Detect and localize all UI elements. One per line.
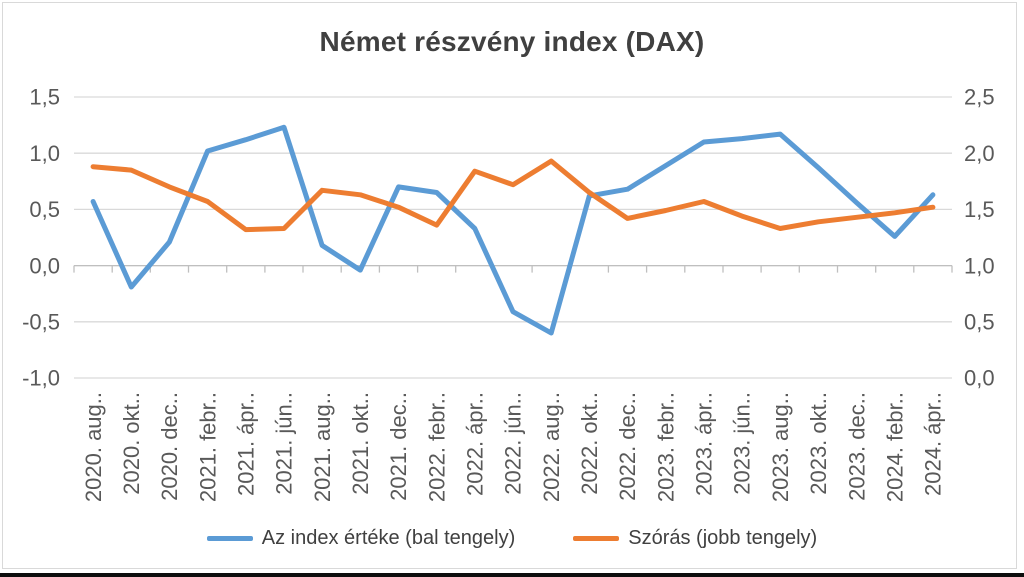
series-line-1 bbox=[90, 158, 936, 233]
right-axis-tick-label: 2,0 bbox=[964, 141, 995, 166]
bottom-screen-edge-bar bbox=[0, 573, 1024, 577]
x-axis-tick-label: 2020. okt.. bbox=[119, 392, 144, 495]
left-axis-tick-label: 0,5 bbox=[29, 197, 60, 222]
x-axis-tick-label: 2023. jún.. bbox=[730, 392, 755, 495]
x-axis-tick-label: 2022. aug.. bbox=[539, 392, 564, 502]
right-axis-tick-label: 0,0 bbox=[964, 366, 995, 391]
x-axis-tick-label: 2022. febr.. bbox=[424, 392, 449, 502]
legend-line-swatch bbox=[573, 535, 620, 541]
x-axis-tick-label: 2021. okt.. bbox=[348, 392, 373, 495]
left-axis-tick-label: -1,0 bbox=[22, 366, 60, 391]
legend-label: Az index értéke (bal tengely) bbox=[261, 526, 516, 549]
x-axis-tick-label: 2021. dec.. bbox=[386, 392, 411, 501]
x-axis-tick-label: 2023. aug.. bbox=[768, 392, 793, 502]
x-axis-tick-label: 2021. ápr.. bbox=[234, 392, 259, 496]
right-axis-tick-label: 2,5 bbox=[964, 85, 995, 110]
right-axis-tick-label: 1,0 bbox=[964, 253, 995, 278]
x-axis-tick-label: 2024. ápr.. bbox=[921, 392, 946, 496]
x-axis-tick-label: 2022. dec.. bbox=[615, 392, 640, 501]
x-axis-tick-label: 2022. ápr.. bbox=[463, 392, 488, 496]
x-axis-tick-label: 2021. febr.. bbox=[195, 392, 220, 502]
x-axis-tick-label: 2023. febr.. bbox=[653, 392, 678, 502]
chart-title: Német részvény index (DAX) bbox=[319, 26, 705, 57]
left-axis-tick-label: 1,0 bbox=[29, 141, 60, 166]
x-axis-tick-label: 2021. jún.. bbox=[272, 392, 297, 495]
left-axis-tick-label: 1,5 bbox=[29, 85, 60, 110]
x-axis-tick-label: 2022. okt.. bbox=[577, 392, 602, 495]
x-axis-tick-label: 2022. jún.. bbox=[501, 392, 526, 495]
x-axis-tick-label: 2024. febr.. bbox=[882, 392, 907, 502]
x-axis-tick-label: 2023. ápr.. bbox=[692, 392, 717, 496]
legend-label: Szórás (jobb tengely) bbox=[628, 526, 818, 549]
legend-item-1: Szórás (jobb tengely) bbox=[573, 527, 817, 550]
left-axis-tick-label: 0,0 bbox=[29, 253, 60, 278]
legend-line-swatch bbox=[206, 535, 253, 541]
x-axis-tick-label: 2021. aug.. bbox=[310, 392, 335, 502]
x-axis-tick-label: 2023. okt.. bbox=[806, 392, 831, 495]
left-axis-tick-label: -0,5 bbox=[22, 310, 60, 335]
right-axis-tick-label: 1,5 bbox=[964, 197, 995, 222]
legend-item-0: Az index értéke (bal tengely) bbox=[206, 526, 516, 550]
chart-legend: Az index értéke (bal tengely) Szórás (job… bbox=[0, 523, 1024, 553]
x-axis-tick-label: 2020. aug.. bbox=[81, 392, 106, 502]
x-axis-tick-label: 2020. dec.. bbox=[157, 392, 182, 501]
right-axis-tick-label: 0,5 bbox=[964, 310, 995, 335]
x-axis-tick-label: 2023. dec.. bbox=[844, 392, 869, 501]
series-line-0 bbox=[90, 124, 936, 336]
